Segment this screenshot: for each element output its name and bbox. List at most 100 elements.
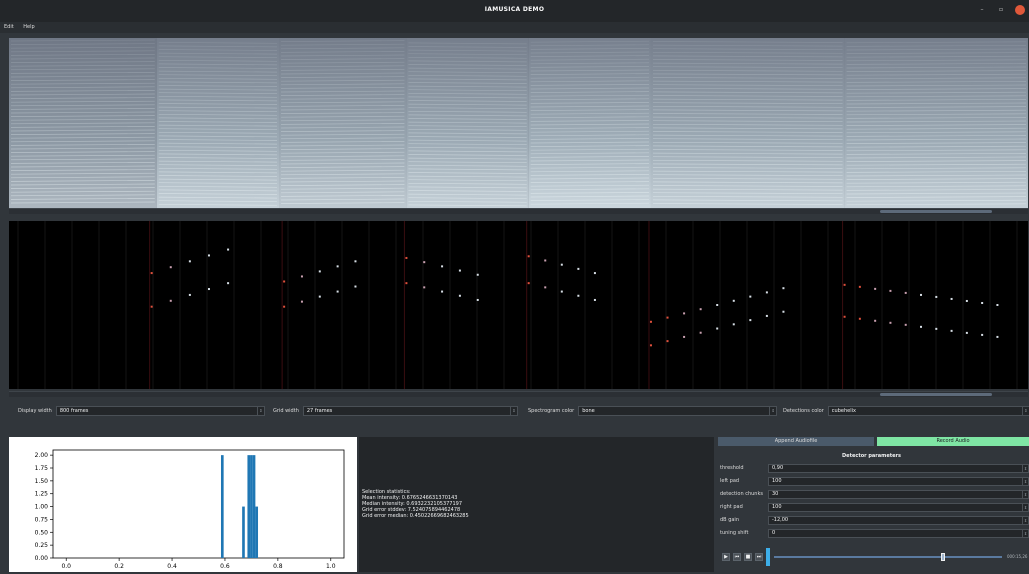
detection-point	[188, 260, 191, 263]
x-tick-label: 0.0	[61, 563, 71, 570]
grid-width-spinbox[interactable]: 27 frames ⇕	[302, 406, 518, 416]
db-gain-spinbox[interactable]: -12,00 ⇕	[768, 515, 1029, 525]
y-tick-label: 0.00	[35, 555, 49, 562]
detection-point	[423, 261, 426, 264]
spin-arrows-icon[interactable]: ⇕	[1022, 490, 1028, 498]
threshold-spinbox[interactable]: 0,90 ⇕	[768, 463, 1029, 473]
detections-scroll-thumb[interactable]	[880, 393, 993, 396]
menu-bar: Edit Help	[0, 22, 1029, 33]
next-icon[interactable]: ⏭	[755, 553, 763, 561]
param-row-right-pad: right pad 100 ⇕	[720, 502, 1029, 512]
stats-line: Mean intensity: 0.6765246631370143	[362, 495, 458, 501]
append-audiofile-button[interactable]: Append Audiofile	[718, 437, 874, 446]
spectrogram-color-label: Spectrogram color	[528, 408, 575, 414]
stats-line: Grid error median: 0.45022669682463285	[362, 513, 469, 519]
menu-edit[interactable]: Edit	[4, 24, 14, 30]
y-tick-label: 1.50	[35, 478, 49, 485]
y-tick-label: 0.50	[35, 529, 49, 536]
detection-point	[935, 295, 938, 298]
param-value: 100	[772, 503, 782, 510]
detections-view[interactable]	[9, 221, 1028, 389]
maximize-icon[interactable]: ▫	[998, 6, 1004, 13]
param-value: 0	[772, 529, 776, 536]
detection-point	[950, 329, 953, 332]
left-pad-spinbox[interactable]: 100 ⇕	[768, 476, 1029, 486]
chevron-down-icon[interactable]: ⇕	[769, 407, 776, 415]
param-row-threshold: threshold 0,90 ⇕	[720, 463, 1029, 473]
detection-point	[476, 273, 479, 276]
volume-slider[interactable]	[766, 548, 770, 566]
param-value: -12,00	[772, 516, 789, 523]
stats-line: Median intensity: 0.6932232105377197	[362, 501, 463, 507]
spin-arrows-icon[interactable]: ⇕	[509, 407, 517, 415]
previous-icon[interactable]: ⏮	[733, 553, 741, 561]
detection-point	[207, 288, 210, 291]
x-tick-label: 0.6	[220, 563, 230, 570]
right-pad-spinbox[interactable]: 100 ⇕	[768, 502, 1029, 512]
param-row-detection-chunks: detection chunks 30 ⇕	[720, 489, 1029, 499]
detection-point	[858, 285, 861, 288]
close-icon[interactable]	[1015, 5, 1025, 15]
detection-point	[996, 335, 999, 338]
stop-icon[interactable]: ■	[744, 553, 752, 561]
display-width-spinbox[interactable]: 800 frames ⇕	[55, 406, 265, 416]
param-label: right pad	[720, 504, 743, 510]
detection-point	[683, 335, 686, 338]
detection-point	[593, 298, 596, 301]
detector-parameters-title: Detector parameters	[842, 453, 901, 459]
playback-slider-handle[interactable]	[940, 553, 945, 561]
detection-point	[699, 308, 702, 311]
play-icon[interactable]: ▶	[722, 553, 730, 561]
spin-arrows-icon[interactable]: ⇕	[1022, 477, 1028, 485]
playback-slider[interactable]	[774, 553, 1002, 561]
minimize-icon[interactable]: –	[980, 6, 984, 13]
display-width-value: 800 frames	[59, 408, 89, 414]
param-value: 0,90	[772, 464, 784, 471]
detection-point	[150, 305, 153, 308]
spectrogram-view[interactable]	[9, 38, 1028, 208]
menu-help[interactable]: Help	[23, 24, 35, 30]
spin-arrows-icon[interactable]: ⇕	[1022, 529, 1028, 537]
detections-canvas	[17, 221, 1018, 389]
detection-point	[920, 293, 923, 296]
histogram-bar	[252, 455, 256, 558]
spin-arrows-icon[interactable]: ⇕	[1022, 516, 1028, 524]
spectrogram-segment	[9, 38, 157, 208]
detection-chunks-spinbox[interactable]: 30 ⇕	[768, 489, 1029, 499]
x-tick-label: 0.2	[114, 563, 124, 570]
grid-width-label: Grid width	[273, 408, 299, 414]
time-display: 000:15,26	[1007, 554, 1028, 559]
spectrogram-scrollbar[interactable]	[9, 208, 1028, 214]
spectrogram-color-select[interactable]: bone ⇕	[578, 406, 778, 416]
detections-color-select[interactable]: cubehelix ⇕	[827, 406, 1029, 416]
record-audio-button[interactable]: Record Audio	[877, 437, 1029, 446]
histogram-bar	[242, 506, 245, 558]
x-tick-label: 0.4	[167, 563, 177, 570]
detection-point	[904, 291, 907, 294]
detection-point	[336, 265, 339, 268]
y-tick-label: 0.25	[35, 542, 49, 549]
spin-arrows-icon[interactable]: ⇕	[1022, 503, 1028, 511]
detections-scrollbar[interactable]	[9, 391, 1028, 397]
spectrogram-scroll-thumb[interactable]	[880, 210, 993, 213]
y-tick-label: 0.75	[35, 516, 49, 523]
detection-point	[423, 286, 426, 289]
spectrogram-segment	[156, 38, 280, 208]
chevron-down-icon[interactable]: ⇕	[1021, 407, 1029, 415]
detection-point	[300, 300, 303, 303]
detection-point	[169, 299, 172, 302]
detection-point	[765, 291, 768, 294]
histogram-chart: 0.00 0.25 0.50 0.75 1.00 1.25 1.50 1.75 2.00 0.0 0…	[35, 449, 345, 570]
detection-point	[354, 260, 357, 263]
spin-arrows-icon[interactable]: ⇕	[1022, 464, 1028, 472]
tuning-shift-spinbox[interactable]: 0 ⇕	[768, 528, 1029, 538]
detection-point	[336, 290, 339, 293]
detection-point	[782, 287, 785, 290]
spectrogram-segment	[650, 38, 845, 208]
detection-point	[749, 295, 752, 298]
spin-arrows-icon[interactable]: ⇕	[256, 407, 264, 415]
detection-point	[683, 312, 686, 315]
detection-point	[981, 333, 984, 336]
detection-point	[527, 282, 530, 285]
detection-point	[699, 331, 702, 334]
